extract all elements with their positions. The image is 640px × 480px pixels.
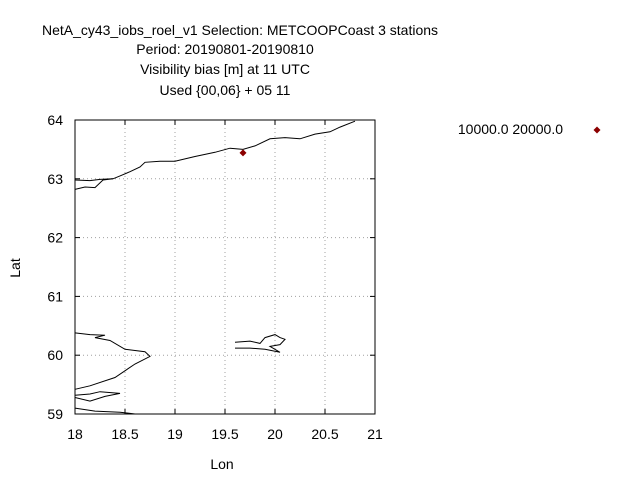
x-tick-label: 18.5 — [111, 426, 138, 442]
grid-lines — [75, 120, 375, 414]
plot-title: NetA_cy43_iobs_roel_v1 Selection: METCOO… — [42, 22, 438, 98]
y-tick-label: 59 — [47, 406, 63, 422]
axis-ticks: 18 18.5 19 19.5 20 20.5 21 59 60 61 62 63 64 — [47, 112, 383, 442]
legend-marker-diamond — [593, 126, 601, 134]
x-tick-label: 19.5 — [211, 426, 238, 442]
x-tick-label: 20.5 — [311, 426, 338, 442]
title-line-3: Visibility bias [m] at 11 UTC — [140, 61, 310, 77]
title-line-4: Used {00,06} + 05 11 — [160, 82, 291, 98]
station-points — [239, 149, 247, 157]
x-tick-label: 21 — [367, 426, 383, 442]
x-tick-label: 20 — [267, 426, 283, 442]
y-tick-label: 61 — [47, 288, 63, 304]
y-tick-label: 64 — [47, 112, 63, 128]
coastline — [234, 334, 286, 353]
legend: 10000.0 20000.0 — [458, 121, 601, 137]
y-tick-label: 62 — [47, 230, 63, 246]
station-point-marker — [239, 149, 247, 157]
coastline — [74, 391, 121, 402]
x-tick-label: 19 — [167, 426, 183, 442]
coastline — [74, 332, 151, 390]
y-tick-label: 63 — [47, 171, 63, 187]
coastline — [74, 178, 114, 182]
coastline — [74, 407, 136, 415]
legend-label: 10000.0 20000.0 — [458, 121, 563, 137]
x-tick-label: 18 — [67, 426, 83, 442]
title-line-2: Period: 20190801-20190810 — [136, 41, 314, 57]
title-line-1: NetA_cy43_iobs_roel_v1 Selection: METCOO… — [42, 22, 438, 38]
y-tick-label: 60 — [47, 347, 63, 363]
coastline-layer — [74, 120, 356, 415]
y-axis-label: Lat — [7, 258, 23, 278]
x-axis-label: Lon — [210, 456, 233, 472]
